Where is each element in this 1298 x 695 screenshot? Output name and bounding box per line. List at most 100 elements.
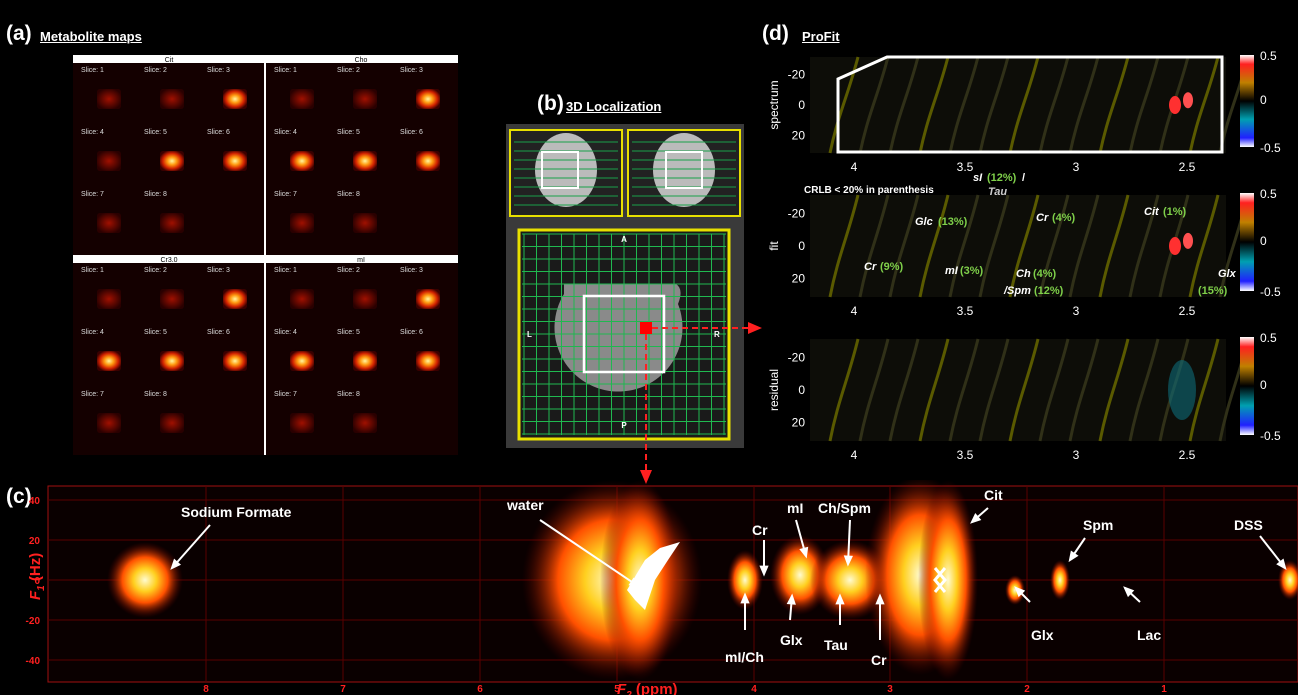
spectral-ridge xyxy=(858,56,890,154)
arrow-head xyxy=(843,555,853,567)
spectral-ridge xyxy=(858,338,890,442)
spectral-ridge xyxy=(1188,194,1220,298)
arrow-head xyxy=(799,546,809,559)
map-voxel xyxy=(223,289,247,309)
annotation-arrow xyxy=(539,519,639,587)
c-ylabel: F1 (Hz) xyxy=(27,553,47,600)
y-tick: 0 xyxy=(798,383,805,397)
profit-plot xyxy=(810,339,1226,441)
y-tick: -20 xyxy=(788,350,806,364)
slice-label: Slice: 6 xyxy=(400,329,423,336)
fit-label-cit: Cit xyxy=(1144,206,1160,218)
slice-label: Slice: 7 xyxy=(274,191,297,198)
map-voxel xyxy=(290,213,314,233)
spectral-ridge xyxy=(1068,56,1100,154)
arrow-head xyxy=(1068,550,1079,563)
map-title-mi: mI xyxy=(357,257,365,264)
panel-b-title: 3D Localization xyxy=(566,99,662,114)
c-y-tick: -20 xyxy=(26,616,41,627)
arrow-head xyxy=(786,593,796,605)
spectral-ridge xyxy=(888,56,920,154)
colorbar-tick: 0.5 xyxy=(1260,49,1277,63)
profit-plot xyxy=(810,57,1226,153)
slice-label: Slice: 3 xyxy=(207,67,230,74)
slice-label: Slice: 2 xyxy=(337,67,360,74)
annotation-arrow xyxy=(171,524,211,569)
c-x-tick: 5 xyxy=(614,684,620,695)
panel-c-letter: (c) xyxy=(6,485,32,508)
arrow-head xyxy=(970,513,982,524)
fit-label-sl-pct: (12%) xyxy=(987,172,1017,184)
c-xlabel: F2 (ppm) xyxy=(617,681,678,695)
profit-panel: spectrum -20 0 20 4 3.5 3 2.5 0.5 0 -0.5 fit -20 0 20 4… xyxy=(767,49,1281,462)
spectral-peak xyxy=(727,550,763,610)
colorbar xyxy=(1240,55,1254,147)
spectral-ridge xyxy=(1038,338,1070,442)
slice-label: Slice: 6 xyxy=(207,129,230,136)
ann-cit: Cit xyxy=(984,487,1003,503)
map-voxel xyxy=(160,213,184,233)
slice-label: Slice: 7 xyxy=(81,191,104,198)
map-title-cit: Cit xyxy=(165,57,174,64)
spectral-ridge xyxy=(1068,194,1100,298)
slice-label: Slice: 3 xyxy=(400,67,423,74)
row-label: fit xyxy=(767,241,781,251)
spectral-ridge xyxy=(978,194,1010,298)
map-voxel xyxy=(353,151,377,171)
map-voxel xyxy=(97,89,121,109)
spectral-peak xyxy=(1050,560,1070,600)
x-tick: 3.5 xyxy=(957,304,974,318)
spectral-ridge xyxy=(948,338,980,442)
spectral-ridge xyxy=(1008,338,1040,442)
c-y-tick: -40 xyxy=(26,656,41,667)
cit-peak-marker xyxy=(933,567,947,593)
x-tick: 3.5 xyxy=(957,160,974,174)
map-voxel xyxy=(353,213,377,233)
fit-label-ch-pct: (4%) xyxy=(1033,268,1057,280)
spectral-peak xyxy=(1005,575,1025,605)
spectral-ridge xyxy=(828,194,860,298)
map-voxel xyxy=(290,289,314,309)
fit-label-sl: sI xyxy=(973,172,983,184)
fit-label-glc: Glc xyxy=(915,216,933,228)
colorbar-tick: 0.5 xyxy=(1260,331,1277,345)
x-tick: 3 xyxy=(1073,160,1080,174)
localization-panel: A L R P xyxy=(506,124,744,448)
spectral-ridge xyxy=(1128,194,1160,298)
spectral-peak xyxy=(918,480,978,680)
x-tick: 2.5 xyxy=(1179,448,1196,462)
slice-label: Slice: 5 xyxy=(337,329,360,336)
slice-label: Slice: 2 xyxy=(144,267,167,274)
slice-label: Slice: 1 xyxy=(81,67,104,74)
map-voxel xyxy=(160,89,184,109)
slice-label: Slice: 4 xyxy=(274,329,297,336)
fit-label-cr2-pct: (9%) xyxy=(880,261,904,273)
ann-ch-spm: Ch/Spm xyxy=(818,500,871,516)
arrow-head xyxy=(875,593,885,605)
map-voxel xyxy=(223,151,247,171)
fit-label-tau: Tau xyxy=(988,186,1007,198)
slice-label: Slice: 6 xyxy=(400,129,423,136)
colorbar-tick: 0 xyxy=(1260,234,1267,248)
colorbar xyxy=(1240,193,1254,291)
colorbar-tick: -0.5 xyxy=(1260,429,1281,443)
x-tick: 4 xyxy=(851,160,858,174)
cit-peak xyxy=(1183,92,1193,109)
slice-label: Slice: 8 xyxy=(144,391,167,398)
spectrum-2d: 40 20 0 -20 -40 8 7 6 5 4 3 2 1 F1 (Hz) F2 (ppm) Sod… xyxy=(26,480,1298,695)
x-tick: 3.5 xyxy=(957,448,974,462)
arrow-head xyxy=(1123,586,1135,598)
map-voxel xyxy=(290,89,314,109)
ann-tau: Tau xyxy=(824,637,848,653)
ann-glx2: Glx xyxy=(1031,627,1054,643)
map-title-cho: Cho xyxy=(355,57,368,64)
spectral-ridge xyxy=(888,338,920,442)
spectral-ridge xyxy=(1188,338,1220,442)
orient-p: P xyxy=(621,421,627,430)
fit-label-glx-pct: (15%) xyxy=(1198,285,1228,297)
slice-label: Slice: 8 xyxy=(337,191,360,198)
spectral-ridge xyxy=(1038,194,1070,298)
colorbar-tick: -0.5 xyxy=(1260,141,1281,155)
arrow-head xyxy=(628,577,641,588)
fit-label-sl-slash: / xyxy=(1022,172,1025,184)
